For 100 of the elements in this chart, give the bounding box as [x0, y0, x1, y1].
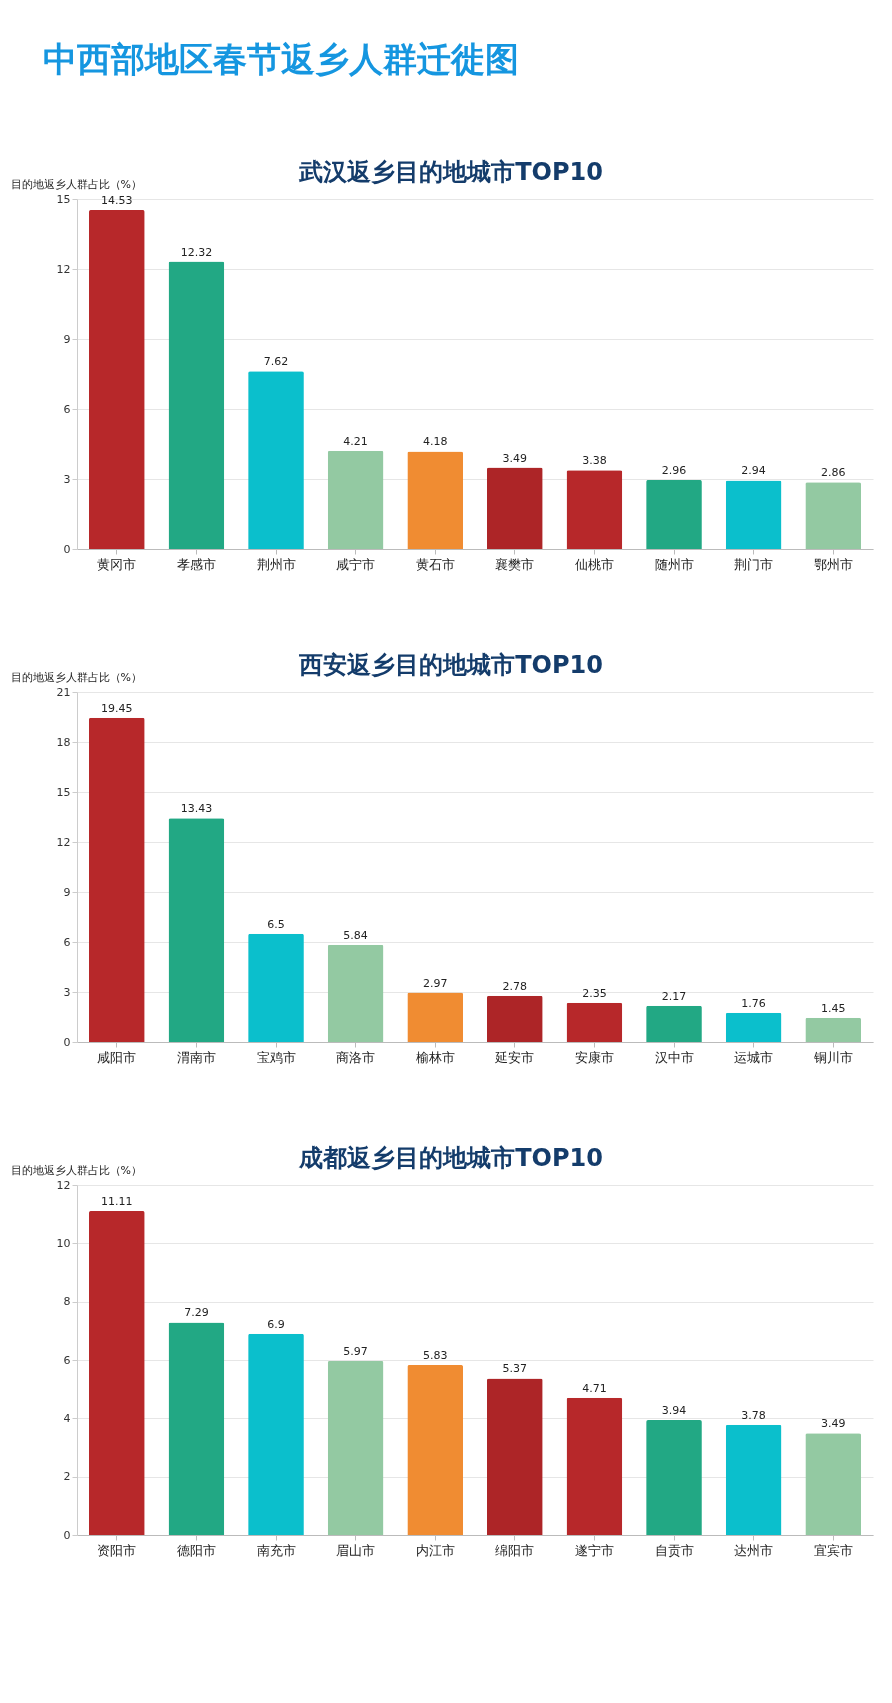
bar	[327, 450, 384, 549]
y-tick-label: 21	[56, 685, 71, 699]
data-label: 6.5	[267, 917, 285, 931]
y-tick-label: 6	[63, 935, 71, 949]
y-tick-label: 12	[56, 1178, 71, 1192]
x-tick-label: 遂宁市	[574, 1542, 614, 1558]
chart-title: 成都返乡目的地城市TOP10	[298, 1144, 603, 1172]
data-label: 14.53	[101, 193, 133, 207]
bar	[725, 480, 782, 549]
x-tick-label: 咸宁市	[336, 556, 376, 572]
y-axis-title: 目的地返乡人群占比（%）	[10, 670, 142, 684]
chart-title: 武汉返乡目的地城市TOP10	[298, 158, 603, 186]
bar	[725, 1424, 782, 1535]
bar	[248, 1333, 304, 1535]
bar	[168, 818, 225, 1042]
data-label: 2.78	[502, 979, 528, 993]
x-tick-label: 咸阳市	[97, 1049, 137, 1065]
y-tick-label: 0	[63, 542, 71, 556]
y-tick-label: 9	[63, 885, 71, 899]
x-tick-label: 黄石市	[415, 556, 455, 572]
x-tick-label: 眉山市	[336, 1542, 376, 1558]
bar	[88, 209, 145, 549]
x-tick-label: 商洛市	[336, 1049, 376, 1065]
data-label: 7.62	[263, 355, 289, 369]
bar	[168, 261, 225, 549]
bar	[566, 1002, 623, 1042]
x-tick-label: 荆州市	[256, 556, 296, 572]
data-label: 13.43	[180, 802, 213, 816]
data-label: 2.96	[661, 463, 687, 477]
data-label: 12.32	[180, 245, 213, 259]
y-tick-label: 6	[63, 1353, 71, 1367]
bar	[168, 1322, 225, 1535]
y-axis-title: 目的地返乡人群占比（%）	[10, 177, 142, 191]
data-label: 2.94	[741, 464, 766, 478]
y-axis-title: 目的地返乡人群占比（%）	[10, 1163, 142, 1177]
y-tick-label: 18	[56, 735, 71, 749]
bar	[486, 467, 543, 549]
bar	[486, 1378, 543, 1535]
bar	[566, 470, 623, 549]
data-label: 4.71	[582, 1381, 607, 1395]
chart-title: 西安返乡目的地城市TOP10	[298, 651, 603, 679]
bar	[248, 933, 304, 1042]
data-label: 3.38	[582, 454, 607, 468]
x-tick-label: 宝鸡市	[256, 1049, 296, 1065]
x-tick-label: 资阳市	[97, 1542, 137, 1558]
bar	[805, 1433, 862, 1535]
x-tick-label: 随州市	[654, 556, 694, 572]
x-tick-label: 铜川市	[812, 1049, 853, 1065]
bar	[646, 479, 702, 549]
data-label: 1.76	[741, 996, 766, 1010]
x-tick-label: 南充市	[256, 1542, 296, 1558]
x-tick-label: 安康市	[574, 1049, 614, 1065]
bar	[407, 451, 464, 549]
x-tick-label: 黄冈市	[97, 556, 137, 572]
x-tick-label: 汉中市	[654, 1049, 694, 1065]
bar	[407, 1364, 464, 1535]
x-tick-label: 运城市	[734, 1049, 774, 1065]
data-label: 11.11	[101, 1194, 133, 1208]
y-tick-label: 0	[63, 1035, 71, 1049]
bar	[725, 1012, 782, 1042]
bar	[407, 992, 464, 1042]
y-tick-label: 3	[63, 472, 71, 486]
data-label: 2.17	[661, 989, 687, 1003]
data-label: 5.83	[422, 1348, 448, 1362]
data-label: 4.21	[343, 434, 368, 448]
y-tick-label: 15	[56, 785, 71, 799]
x-tick-label: 孝感市	[176, 556, 216, 572]
data-label: 2.86	[820, 466, 846, 480]
x-tick-label: 宜宾市	[813, 1542, 853, 1558]
y-tick-label: 4	[63, 1411, 71, 1425]
data-label: 3.78	[741, 1408, 766, 1422]
x-tick-label: 鄂州市	[813, 556, 853, 572]
y-tick-label: 10	[56, 1236, 71, 1250]
x-tick-label: 荆门市	[734, 556, 774, 572]
data-label: 3.94	[661, 1404, 687, 1418]
bar	[566, 1397, 623, 1535]
y-tick-label: 2	[63, 1470, 71, 1484]
data-label: 4.18	[422, 435, 448, 449]
data-label: 7.29	[184, 1306, 209, 1320]
bar	[805, 482, 862, 549]
y-tick-label: 3	[63, 985, 71, 999]
data-label: 5.97	[343, 1344, 368, 1358]
x-tick-label: 内江市	[415, 1542, 455, 1558]
y-tick-label: 12	[56, 835, 71, 849]
data-label: 5.84	[343, 928, 368, 942]
bar	[646, 1005, 702, 1042]
y-tick-label: 9	[63, 332, 71, 346]
x-tick-label: 延安市	[494, 1049, 535, 1065]
data-label: 3.49	[820, 1417, 846, 1431]
x-tick-label: 自贡市	[654, 1542, 694, 1558]
data-label: 19.45	[101, 701, 133, 715]
y-tick-label: 12	[56, 262, 71, 276]
x-tick-label: 达州市	[734, 1542, 774, 1558]
bar	[805, 1017, 862, 1042]
data-label: 6.9	[267, 1317, 285, 1331]
data-label: 2.97	[422, 976, 448, 990]
bar	[88, 1210, 145, 1535]
y-tick-label: 0	[63, 1528, 71, 1542]
bar	[327, 944, 384, 1042]
x-tick-label: 仙桃市	[574, 556, 614, 572]
